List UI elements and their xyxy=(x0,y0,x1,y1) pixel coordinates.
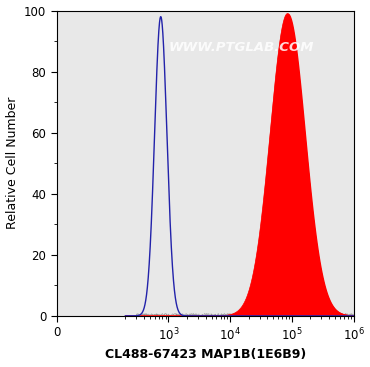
X-axis label: CL488-67423 MAP1B(1E6B9): CL488-67423 MAP1B(1E6B9) xyxy=(105,348,306,361)
Text: WWW.PTGLAB.COM: WWW.PTGLAB.COM xyxy=(168,41,313,54)
Y-axis label: Relative Cell Number: Relative Cell Number xyxy=(6,97,18,229)
